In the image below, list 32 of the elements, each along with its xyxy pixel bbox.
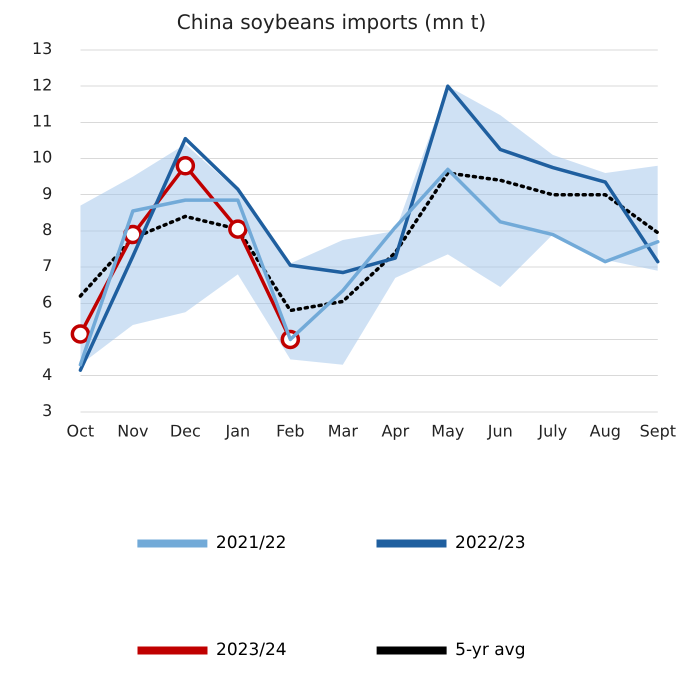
legend-label: 2022/23 (455, 532, 526, 553)
point (228, 219, 248, 239)
y-tick-label: 8 (42, 220, 52, 240)
y-tick-label: 13 (32, 39, 52, 58)
y-tick-label: 6 (42, 292, 52, 312)
y-tick-label: 7 (42, 256, 52, 276)
chart-title: China soybeans imports (mn t) (176, 10, 486, 34)
y-tick-label: 4 (42, 364, 52, 384)
x-tick-label: Nov (117, 422, 148, 441)
x-tick-label: July (537, 422, 568, 441)
x-tick-label: Jan (224, 422, 250, 441)
y-tick-label: 9 (42, 184, 52, 203)
y-tick-label: 3 (42, 400, 52, 420)
y-tick-label: 5 (42, 328, 52, 348)
x-tick-label: Mar (328, 422, 358, 441)
x-tick-label: Aug (590, 422, 621, 441)
x-tick-label: May (431, 422, 464, 441)
legend-label: 2021/22 (216, 532, 286, 553)
x-tick-label: Feb (276, 422, 304, 441)
legend-label: 5-yr avg (455, 640, 526, 660)
point (70, 324, 90, 344)
x-tick-label: Dec (170, 422, 201, 441)
x-tick-label: Oct (66, 422, 94, 441)
y-tick-label: 12 (32, 75, 52, 94)
point (176, 156, 196, 176)
y-tick-label: 10 (32, 148, 52, 167)
y-tick-label: 11 (32, 112, 52, 131)
line-series (78, 171, 660, 312)
x-tick-label: Jun (486, 422, 513, 441)
x-tick-label: Sept (640, 422, 676, 441)
x-tick-label: Apr (381, 422, 410, 441)
legend-label: 2023/24 (216, 640, 287, 660)
